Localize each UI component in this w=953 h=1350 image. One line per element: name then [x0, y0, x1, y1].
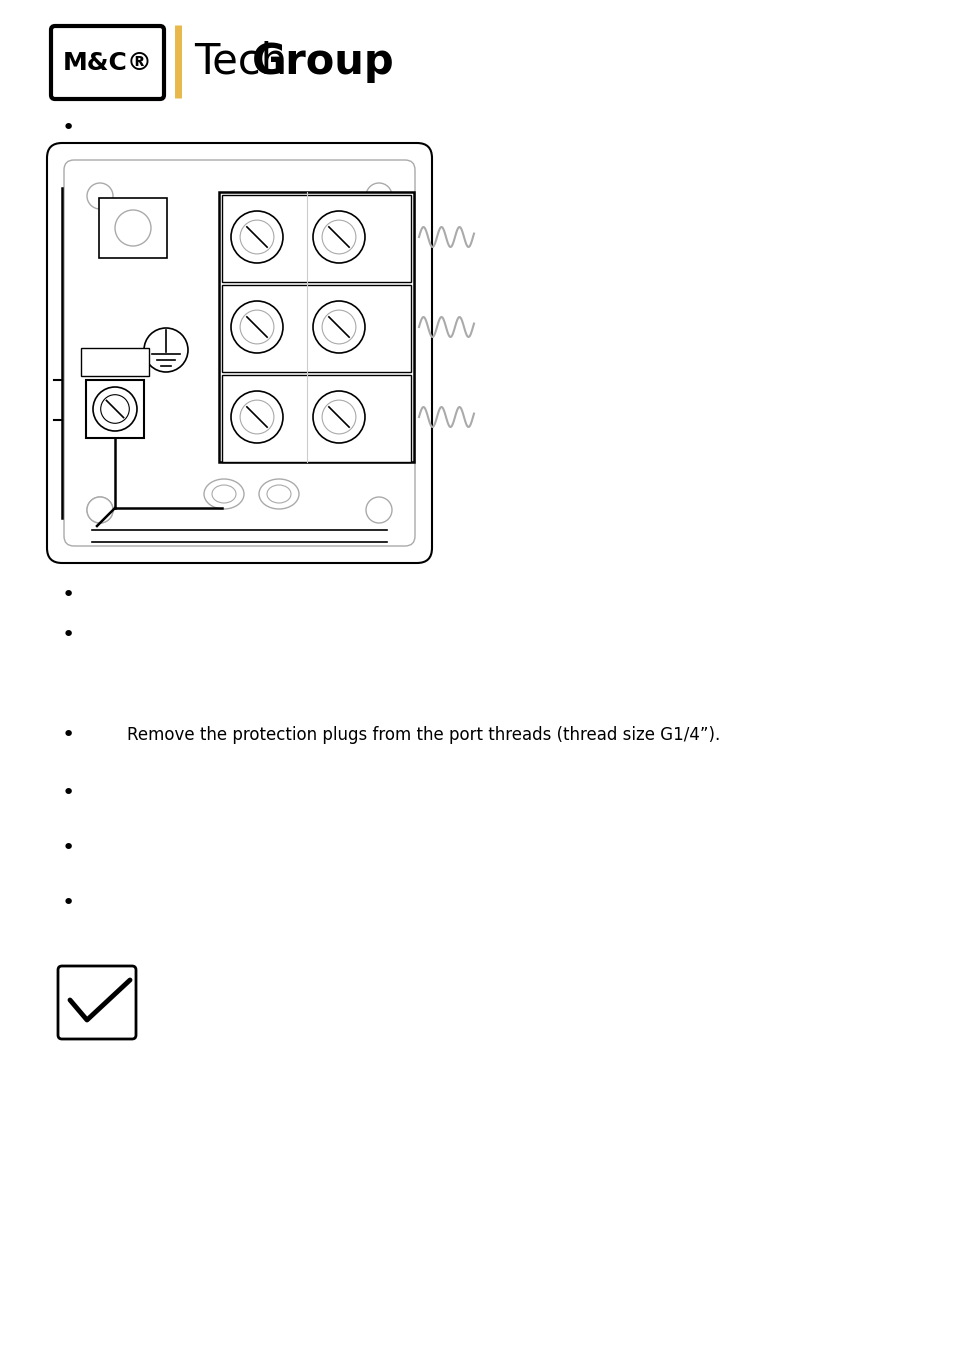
Text: Remove the protection plugs from the port threads (thread size G1/4”).: Remove the protection plugs from the por… — [127, 726, 720, 744]
Circle shape — [322, 220, 355, 254]
Bar — [99, 198, 167, 258]
Circle shape — [322, 400, 355, 433]
Text: M&C®: M&C® — [63, 50, 152, 74]
Bar — [222, 285, 411, 373]
Text: •: • — [62, 838, 75, 859]
Text: •: • — [62, 725, 75, 745]
Circle shape — [115, 211, 151, 246]
Circle shape — [231, 211, 283, 263]
Text: Group: Group — [252, 40, 395, 82]
Circle shape — [313, 211, 365, 263]
Circle shape — [87, 184, 112, 209]
Text: •: • — [62, 625, 75, 645]
Circle shape — [240, 220, 274, 254]
Circle shape — [231, 392, 283, 443]
Ellipse shape — [204, 479, 244, 509]
Text: Tech: Tech — [193, 40, 287, 82]
Ellipse shape — [258, 479, 298, 509]
Text: •: • — [62, 117, 75, 138]
FancyBboxPatch shape — [58, 967, 136, 1040]
Bar — [222, 375, 411, 462]
FancyBboxPatch shape — [47, 143, 432, 563]
Bar — [86, 379, 144, 437]
FancyBboxPatch shape — [51, 26, 164, 99]
Circle shape — [366, 184, 392, 209]
Circle shape — [240, 400, 274, 433]
Circle shape — [231, 301, 283, 352]
Circle shape — [313, 392, 365, 443]
Circle shape — [322, 310, 355, 344]
Bar — [222, 194, 411, 282]
Text: •: • — [62, 783, 75, 803]
Circle shape — [101, 394, 130, 424]
Circle shape — [313, 301, 365, 352]
Circle shape — [87, 497, 112, 522]
Text: •: • — [62, 892, 75, 913]
Ellipse shape — [267, 485, 291, 504]
Bar — [219, 192, 414, 462]
Circle shape — [144, 328, 188, 373]
Circle shape — [92, 387, 137, 431]
Circle shape — [87, 497, 112, 522]
Ellipse shape — [212, 485, 235, 504]
Text: •: • — [62, 585, 75, 605]
Bar — [81, 348, 149, 377]
Circle shape — [366, 497, 392, 522]
FancyBboxPatch shape — [64, 161, 415, 545]
Circle shape — [240, 310, 274, 344]
